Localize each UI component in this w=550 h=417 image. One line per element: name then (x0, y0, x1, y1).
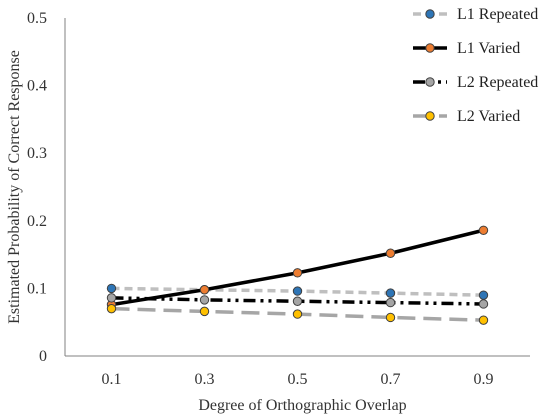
data-point (385, 248, 396, 258)
x-tick-label: 0.1 (102, 371, 122, 388)
x-axis-title: Degree of Orthographic Overlap (198, 397, 406, 414)
y-tick-label: 0.2 (27, 213, 47, 230)
data-point (385, 312, 396, 323)
data-point (199, 306, 210, 317)
x-tick-labels: 0.1 0.3 0.5 0.7 0.9 (102, 371, 494, 388)
legend-label: L1 Varied (457, 40, 520, 57)
data-point (478, 299, 489, 309)
series-2 (106, 293, 489, 309)
legend-marker (425, 9, 435, 19)
data-point (385, 297, 396, 308)
legend-marker (425, 111, 435, 121)
legend-item: L1 Repeated (413, 6, 538, 23)
series-layer (106, 225, 489, 325)
legend-label: L2 Varied (457, 108, 520, 125)
data-point (385, 288, 396, 298)
legend-item: L2 Varied (413, 108, 520, 125)
data-point (292, 309, 303, 319)
y-tick-labels: 0 0.1 0.2 0.3 0.4 0.5 (27, 10, 47, 365)
data-point (199, 285, 210, 295)
data-point (199, 295, 210, 305)
data-point (106, 283, 117, 294)
series-3 (106, 303, 489, 325)
y-tick-label: 0.3 (27, 145, 47, 162)
data-point (478, 225, 489, 235)
data-point (106, 303, 117, 314)
legend-label: L2 Repeated (457, 74, 538, 91)
axes (64, 18, 530, 357)
y-tick-label: 0.4 (27, 78, 47, 95)
legend-item: L1 Varied (413, 40, 520, 57)
y-tick-label: 0 (39, 348, 47, 365)
y-axis-title: Estimated Probability of Correct Respons… (6, 50, 23, 324)
data-point (292, 286, 303, 296)
x-tick-label: 0.5 (288, 371, 308, 388)
data-point (292, 296, 303, 306)
data-point (292, 268, 303, 278)
data-point (478, 290, 489, 300)
x-tick-label: 0.3 (195, 371, 215, 388)
legend-label: L1 Repeated (457, 6, 538, 23)
data-point (106, 293, 117, 303)
series-1 (106, 225, 489, 310)
x-tick-label: 0.7 (381, 371, 401, 388)
data-point (478, 315, 489, 325)
legend: L1 Repeated L1 Varied L2 Repeated L2 Varied (413, 6, 538, 125)
x-tick-label: 0.9 (474, 371, 494, 388)
legend-marker (425, 77, 435, 87)
legend-marker (425, 43, 435, 53)
y-tick-label: 0.5 (27, 10, 47, 27)
y-tick-label: 0.1 (27, 280, 47, 297)
legend-item: L2 Repeated (413, 74, 538, 91)
